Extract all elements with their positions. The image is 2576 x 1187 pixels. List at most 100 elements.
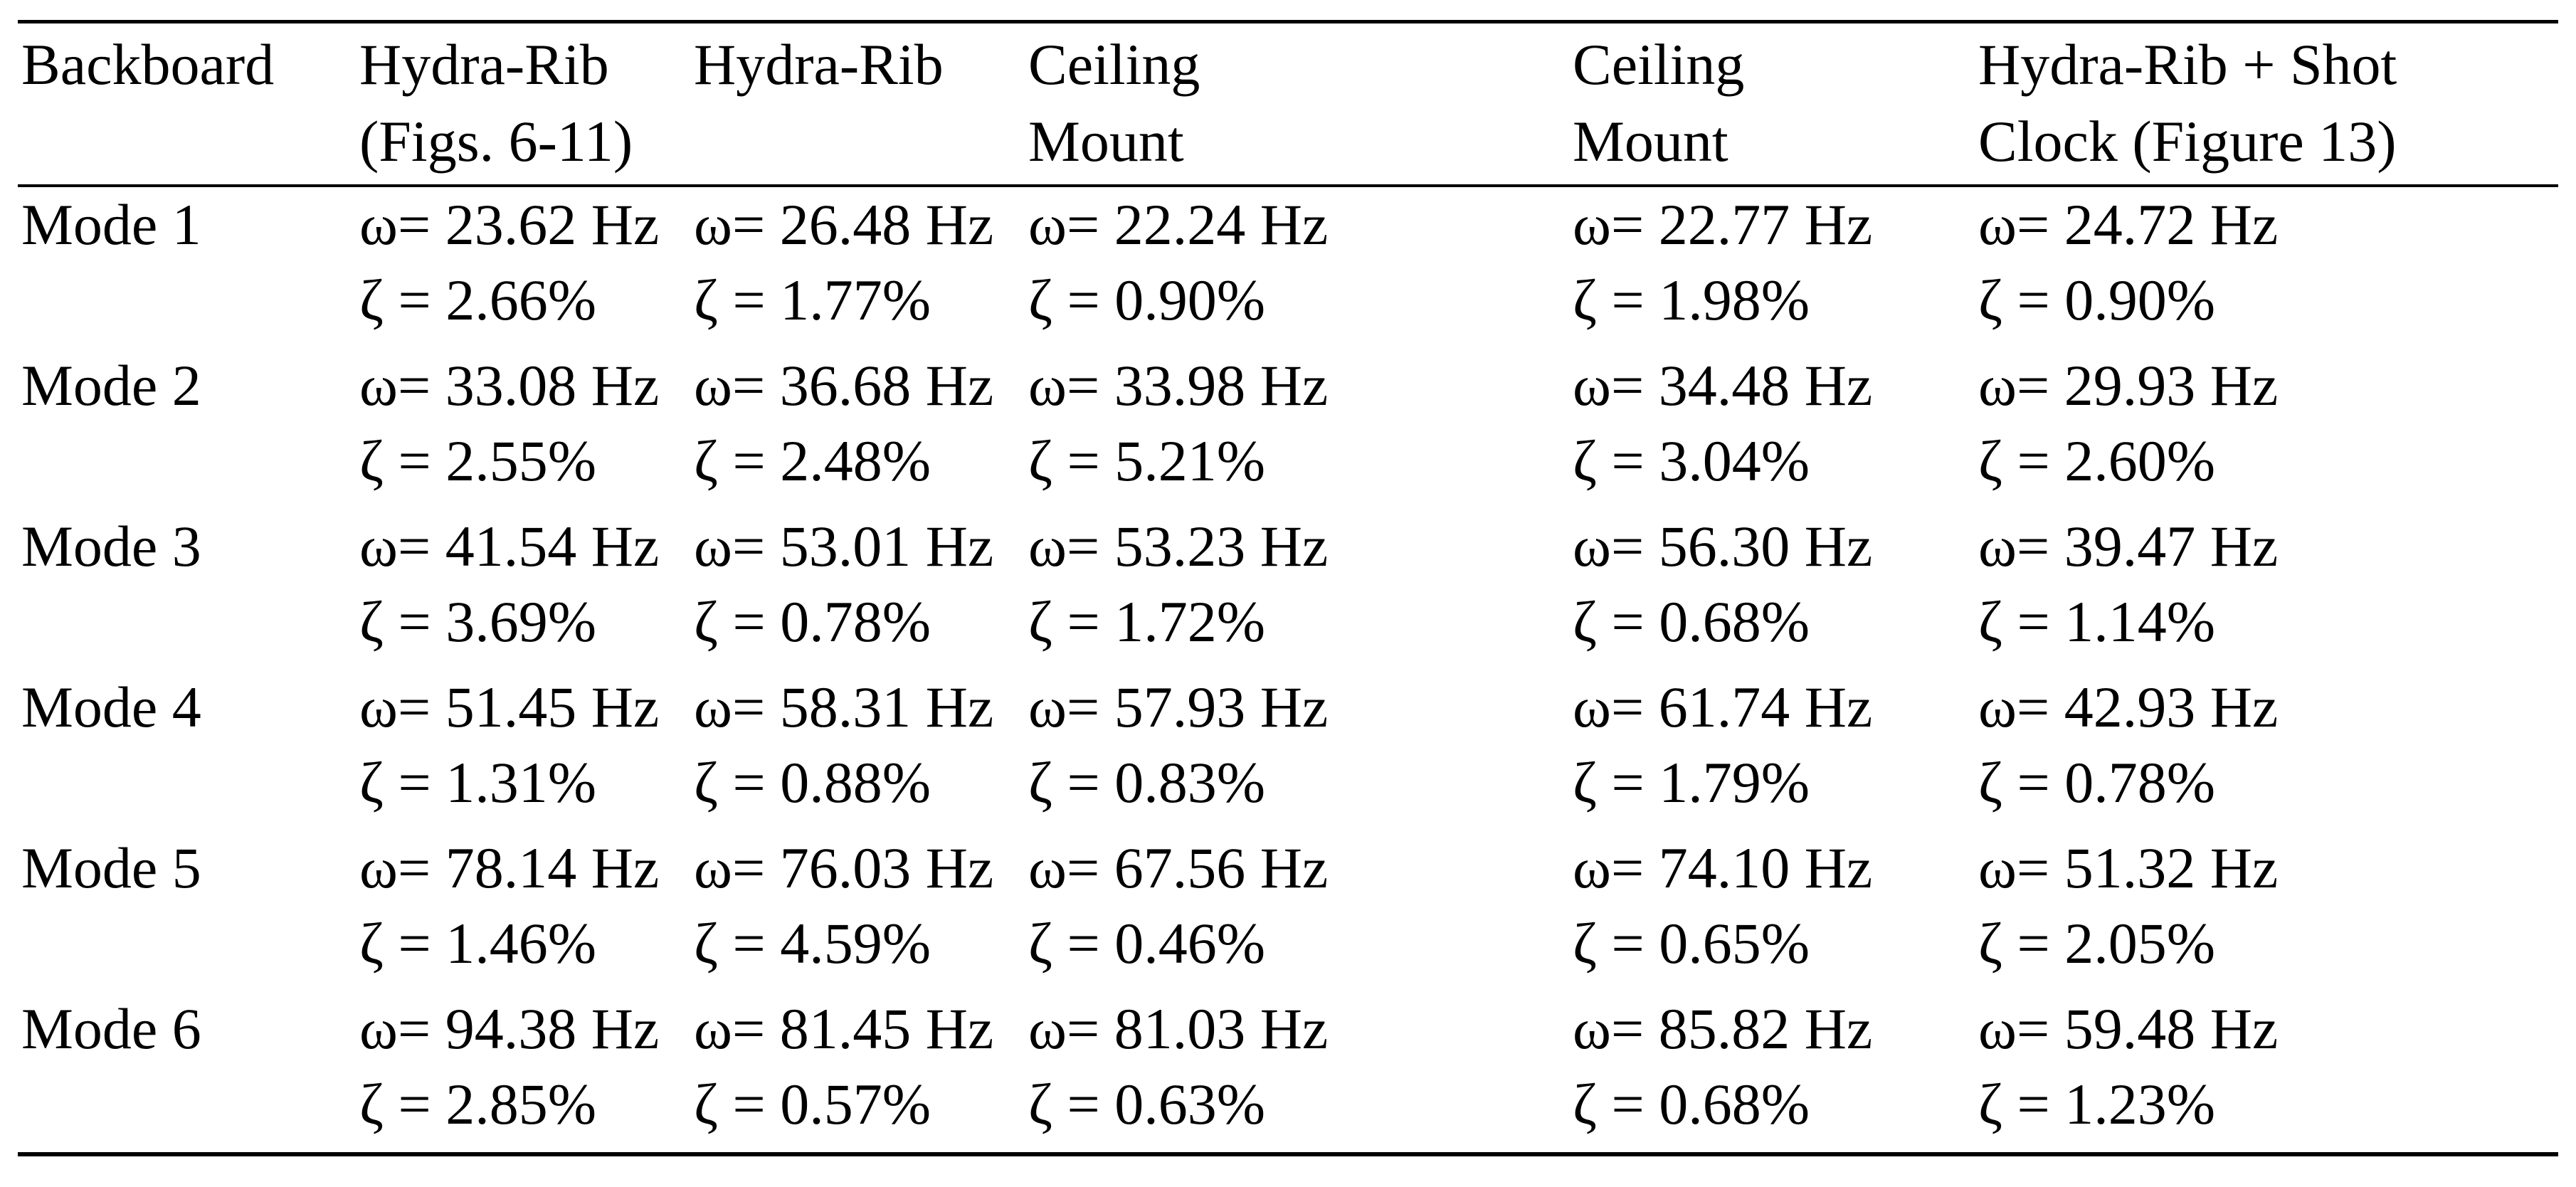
zeta-damping-value: ζ = 0.78% — [1978, 750, 2216, 815]
omega-frequency-value: ω= 74.10 Hz — [1573, 835, 1873, 900]
mode-row: Mode 6 ω= 94.38 Hz ζ = 2.85% ω= 81.45 Hz ζ =… — [18, 991, 2558, 1154]
header-line: Ceiling — [1573, 32, 1745, 97]
zeta-damping-value: ζ = 2.66% — [359, 268, 597, 332]
measurement-cell: ω= 76.03 Hz ζ = 4.59% — [694, 830, 1028, 991]
mode-label-text: Mode 5 — [21, 835, 201, 900]
omega-frequency-value: ω= 53.23 Hz — [1028, 514, 1329, 579]
omega-frequency-value: ω= 33.98 Hz — [1028, 353, 1329, 418]
omega-frequency-value: ω= 36.68 Hz — [694, 353, 994, 418]
omega-frequency-value: ω= 23.62 Hz — [359, 192, 660, 257]
zeta-damping-value: ζ = 0.78% — [694, 589, 931, 654]
col-header-ceiling-mount-1: Ceiling Mount — [1028, 22, 1573, 186]
zeta-damping-value: ζ = 0.63% — [1028, 1072, 1266, 1136]
zeta-damping-value: ζ = 0.68% — [1573, 1072, 1810, 1136]
zeta-damping-value: ζ = 1.77% — [694, 268, 931, 332]
measurement-cell: ω= 58.31 Hz ζ = 0.88% — [694, 670, 1028, 830]
measurement-cell: ω= 53.01 Hz ζ = 0.78% — [694, 509, 1028, 670]
measurement-cell: ω= 36.68 Hz ζ = 2.48% — [694, 348, 1028, 509]
header-line: Mount — [1028, 109, 1184, 174]
zeta-damping-value: ζ = 4.59% — [694, 911, 931, 976]
measurement-cell: ω= 39.47 Hz ζ = 1.14% — [1978, 509, 2558, 670]
header-line: Clock (Figure 13) — [1978, 109, 2397, 174]
zeta-damping-value: ζ = 1.31% — [359, 750, 597, 815]
omega-frequency-value: ω= 81.03 Hz — [1028, 996, 1329, 1061]
omega-frequency-value: ω= 39.47 Hz — [1978, 514, 2279, 579]
col-header-hydra-rib: Hydra-Rib — [694, 22, 1028, 186]
zeta-damping-value: ζ = 1.46% — [359, 911, 597, 976]
omega-frequency-value: ω= 67.56 Hz — [1028, 835, 1329, 900]
zeta-damping-value: ζ = 1.79% — [1573, 750, 1810, 815]
zeta-damping-value: ζ = 0.90% — [1028, 268, 1266, 332]
measurement-cell: ω= 61.74 Hz ζ = 1.79% — [1573, 670, 1978, 830]
zeta-damping-value: ζ = 0.65% — [1573, 911, 1810, 976]
zeta-damping-value: ζ = 2.60% — [1978, 428, 2216, 493]
mode-label: Mode 6 — [18, 991, 359, 1154]
mode-label: Mode 3 — [18, 509, 359, 670]
mode-row: Mode 2 ω= 33.08 Hz ζ = 2.55% ω= 36.68 Hz ζ =… — [18, 348, 2558, 509]
omega-frequency-value: ω= 41.54 Hz — [359, 514, 660, 579]
header-line: Backboard — [21, 32, 275, 97]
omega-frequency-value: ω= 57.93 Hz — [1028, 675, 1329, 739]
zeta-damping-value: ζ = 5.21% — [1028, 428, 1266, 493]
mode-label: Mode 2 — [18, 348, 359, 509]
zeta-damping-value: ζ = 0.88% — [694, 750, 931, 815]
measurement-cell: ω= 74.10 Hz ζ = 0.65% — [1573, 830, 1978, 991]
measurement-cell: ω= 67.56 Hz ζ = 0.46% — [1028, 830, 1573, 991]
header-line: Hydra-Rib — [359, 32, 609, 97]
measurement-cell: ω= 33.98 Hz ζ = 5.21% — [1028, 348, 1573, 509]
omega-frequency-value: ω= 22.77 Hz — [1573, 192, 1873, 257]
omega-frequency-value: ω= 61.74 Hz — [1573, 675, 1873, 739]
omega-frequency-value: ω= 42.93 Hz — [1978, 675, 2279, 739]
zeta-damping-value: ζ = 2.48% — [694, 428, 931, 493]
measurement-cell: ω= 23.62 Hz ζ = 2.66% — [359, 186, 694, 348]
col-header-ceiling-mount-2: Ceiling Mount — [1573, 22, 1978, 186]
measurement-cell: ω= 29.93 Hz ζ = 2.60% — [1978, 348, 2558, 509]
zeta-damping-value: ζ = 0.83% — [1028, 750, 1266, 815]
measurement-cell: ω= 57.93 Hz ζ = 0.83% — [1028, 670, 1573, 830]
measurement-cell: ω= 51.45 Hz ζ = 1.31% — [359, 670, 694, 830]
header-line: Ceiling — [1028, 32, 1200, 97]
header-line: Hydra-Rib + Shot — [1978, 32, 2397, 97]
measurement-cell: ω= 41.54 Hz ζ = 3.69% — [359, 509, 694, 670]
omega-frequency-value: ω= 51.32 Hz — [1978, 835, 2279, 900]
measurement-cell: ω= 42.93 Hz ζ = 0.78% — [1978, 670, 2558, 830]
zeta-damping-value: ζ = 2.55% — [359, 428, 597, 493]
omega-frequency-value: ω= 51.45 Hz — [359, 675, 660, 739]
measurement-cell: ω= 78.14 Hz ζ = 1.46% — [359, 830, 694, 991]
mode-label-text: Mode 3 — [21, 514, 201, 579]
mode-label: Mode 1 — [18, 186, 359, 348]
col-header-hydra-rib-shot-clock: Hydra-Rib + Shot Clock (Figure 13) — [1978, 22, 2558, 186]
measurement-cell: ω= 81.45 Hz ζ = 0.57% — [694, 991, 1028, 1154]
header-line: (Figs. 6-11) — [359, 109, 633, 174]
zeta-damping-value: ζ = 1.23% — [1978, 1072, 2216, 1136]
zeta-damping-value: ζ = 0.46% — [1028, 911, 1266, 976]
measurement-cell: ω= 59.48 Hz ζ = 1.23% — [1978, 991, 2558, 1154]
mode-label-text: Mode 4 — [21, 675, 201, 739]
modal-analysis-table: Backboard Hydra-Rib (Figs. 6-11) Hydra-R… — [18, 20, 2558, 1156]
col-header-hydra-rib-figs: Hydra-Rib (Figs. 6-11) — [359, 22, 694, 186]
measurement-cell: ω= 34.48 Hz ζ = 3.04% — [1573, 348, 1978, 509]
zeta-damping-value: ζ = 2.85% — [359, 1072, 597, 1136]
omega-frequency-value: ω= 33.08 Hz — [359, 353, 660, 418]
omega-frequency-value: ω= 76.03 Hz — [694, 835, 994, 900]
measurement-cell: ω= 81.03 Hz ζ = 0.63% — [1028, 991, 1573, 1154]
mode-row: Mode 1 ω= 23.62 Hz ζ = 2.66% ω= 26.48 Hz ζ =… — [18, 186, 2558, 348]
measurement-cell: ω= 22.77 Hz ζ = 1.98% — [1573, 186, 1978, 348]
zeta-damping-value: ζ = 1.98% — [1573, 268, 1810, 332]
measurement-cell: ω= 56.30 Hz ζ = 0.68% — [1573, 509, 1978, 670]
table-header: Backboard Hydra-Rib (Figs. 6-11) Hydra-R… — [18, 22, 2558, 186]
header-line: Hydra-Rib — [694, 32, 944, 97]
mode-label-text: Mode 6 — [21, 996, 201, 1061]
zeta-damping-value: ζ = 3.69% — [359, 589, 597, 654]
zeta-damping-value: ζ = 1.14% — [1978, 589, 2216, 654]
mode-row: Mode 4 ω= 51.45 Hz ζ = 1.31% ω= 58.31 Hz ζ =… — [18, 670, 2558, 830]
omega-frequency-value: ω= 85.82 Hz — [1573, 996, 1873, 1061]
omega-frequency-value: ω= 78.14 Hz — [359, 835, 660, 900]
measurement-cell: ω= 53.23 Hz ζ = 1.72% — [1028, 509, 1573, 670]
omega-frequency-value: ω= 59.48 Hz — [1978, 996, 2279, 1061]
omega-frequency-value: ω= 24.72 Hz — [1978, 192, 2279, 257]
table-body: Mode 1 ω= 23.62 Hz ζ = 2.66% ω= 26.48 Hz ζ =… — [18, 186, 2558, 1154]
header-line: Mount — [1573, 109, 1728, 174]
omega-frequency-value: ω= 22.24 Hz — [1028, 192, 1329, 257]
measurement-cell: ω= 22.24 Hz ζ = 0.90% — [1028, 186, 1573, 348]
